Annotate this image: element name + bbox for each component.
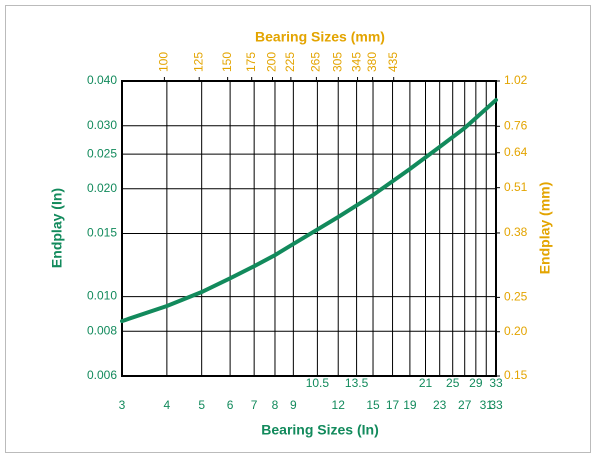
x2-tick-label: 305: [330, 52, 344, 72]
y-tick-label: 0.015: [87, 226, 117, 240]
y2-axis-title: Endplay (mm): [537, 182, 553, 275]
x-tick-label: 12: [332, 398, 346, 412]
x-tick-label: 19: [403, 398, 417, 412]
x2-tick-label: 175: [244, 52, 258, 72]
y2-tick-label: 0.64: [504, 145, 528, 159]
x-tick-label-upper: 25: [446, 376, 460, 390]
x-tick-label: 3: [119, 398, 126, 412]
y2-tick-label: 0.51: [504, 180, 528, 194]
y-tick-label: 0.020: [87, 181, 117, 195]
x-tick-label: 4: [164, 398, 171, 412]
x2-tick-label: 125: [191, 52, 205, 72]
y2-tick-label: 0.38: [504, 225, 528, 239]
y-tick-label: 0.030: [87, 118, 117, 132]
y2-tick-label: 0.20: [504, 324, 528, 338]
x-tick-label: 31: [480, 398, 494, 412]
curve: [120, 98, 498, 324]
x-tick-label: 7: [251, 398, 258, 412]
y-tick-label: 0.008: [87, 323, 117, 337]
x-tick-label: 23: [433, 398, 447, 412]
x2-tick-label: 435: [386, 52, 400, 72]
x2-tick-label: 225: [283, 52, 297, 72]
y2-tick-label: 0.15: [504, 368, 528, 382]
x2-tick-label: 150: [220, 52, 234, 72]
x-tick-label-upper: 21: [419, 376, 433, 390]
x-tick-label: 6: [227, 398, 234, 412]
x2-tick-label: 265: [309, 52, 323, 72]
x-axis-title: Bearing Sizes (In): [261, 422, 378, 438]
y-axis-title: Endplay (In): [49, 188, 65, 268]
frame: [5, 5, 591, 453]
y-tick-label: 0.025: [87, 146, 117, 160]
x-tick-label-upper: 33: [489, 376, 503, 390]
x-tick-label: 15: [366, 398, 380, 412]
x2-tick-label: 380: [365, 52, 379, 72]
x-tick-label-upper: 29: [469, 376, 483, 390]
x-tick-label: 27: [458, 398, 472, 412]
x2-tick-label: 345: [350, 52, 364, 72]
x-tick-label-upper: 10.5: [306, 376, 330, 390]
x-tick-label: 17: [386, 398, 400, 412]
x-tick-label: 8: [272, 398, 279, 412]
y2-tick-label: 0.76: [504, 118, 528, 132]
x-tick-label: 9: [290, 398, 297, 412]
y-tick-label: 0.010: [87, 289, 117, 303]
y2-tick-label: 0.25: [504, 290, 528, 304]
x2-tick-label: 100: [157, 52, 171, 72]
top-axis-title: Bearing Sizes (mm): [255, 29, 385, 45]
y-tick-label: 0.006: [87, 368, 117, 382]
y-tick-label: 0.040: [87, 73, 117, 87]
x-tick-label: 5: [198, 398, 205, 412]
x-tick-label: 33: [489, 398, 503, 412]
x2-tick-label: 200: [265, 52, 279, 72]
plot-border: [121, 80, 497, 377]
x-tick-label-upper: 13.5: [345, 376, 369, 390]
y2-tick-label: 1.02: [504, 73, 528, 87]
